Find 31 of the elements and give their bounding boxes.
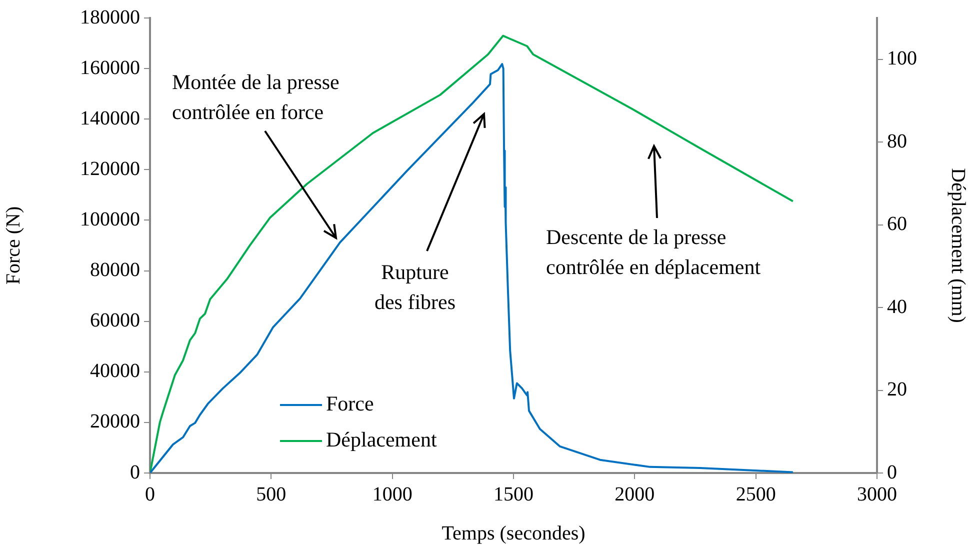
y-tick-label: 180000 (80, 6, 140, 28)
y-tick-label: 20000 (90, 410, 140, 433)
legend-label: Déplacement (326, 428, 437, 452)
y2-tick-label: 0 (887, 461, 897, 484)
y2-tick-label: 80 (887, 130, 907, 152)
y-tick-label: 120000 (80, 158, 140, 180)
y-tick-label: 40000 (90, 360, 140, 382)
x-tick-label: 2000 (614, 483, 655, 506)
y-tick-label: 140000 (80, 107, 140, 130)
y-tick-label: 160000 (80, 56, 140, 79)
annotation: Descente de la presse contrôlée en déplacement (546, 225, 761, 279)
y2-tick-label: 40 (887, 296, 907, 318)
y2-tick-label: 60 (887, 213, 907, 236)
y-tick-label: 60000 (90, 310, 140, 332)
legend-label: Force (326, 392, 374, 416)
x-tick-label: 1500 (494, 483, 534, 506)
y-tick-label: 0 (130, 461, 140, 484)
x-tick-label: 500 (256, 483, 286, 506)
x-tick-label: 0 (145, 483, 155, 506)
y-tick-label: 80000 (90, 259, 140, 282)
y2-tick-label: 100 (887, 48, 917, 70)
x-tick-label: 3000 (857, 483, 897, 506)
y-axis-title: Force (N) (2, 206, 24, 285)
annotation: Rupture des fibres (374, 260, 456, 314)
x-tick-label: 1000 (372, 483, 412, 506)
x-axis-title: Temps (secondes) (442, 522, 586, 544)
y2-axis-title: Déplacement (mm) (946, 168, 969, 323)
y2-tick-label: 20 (887, 378, 907, 401)
x-tick-label: 2500 (736, 483, 776, 506)
y-tick-label: 100000 (80, 208, 140, 230)
annotation: Montée de la presse contrôlée en force (172, 70, 340, 124)
